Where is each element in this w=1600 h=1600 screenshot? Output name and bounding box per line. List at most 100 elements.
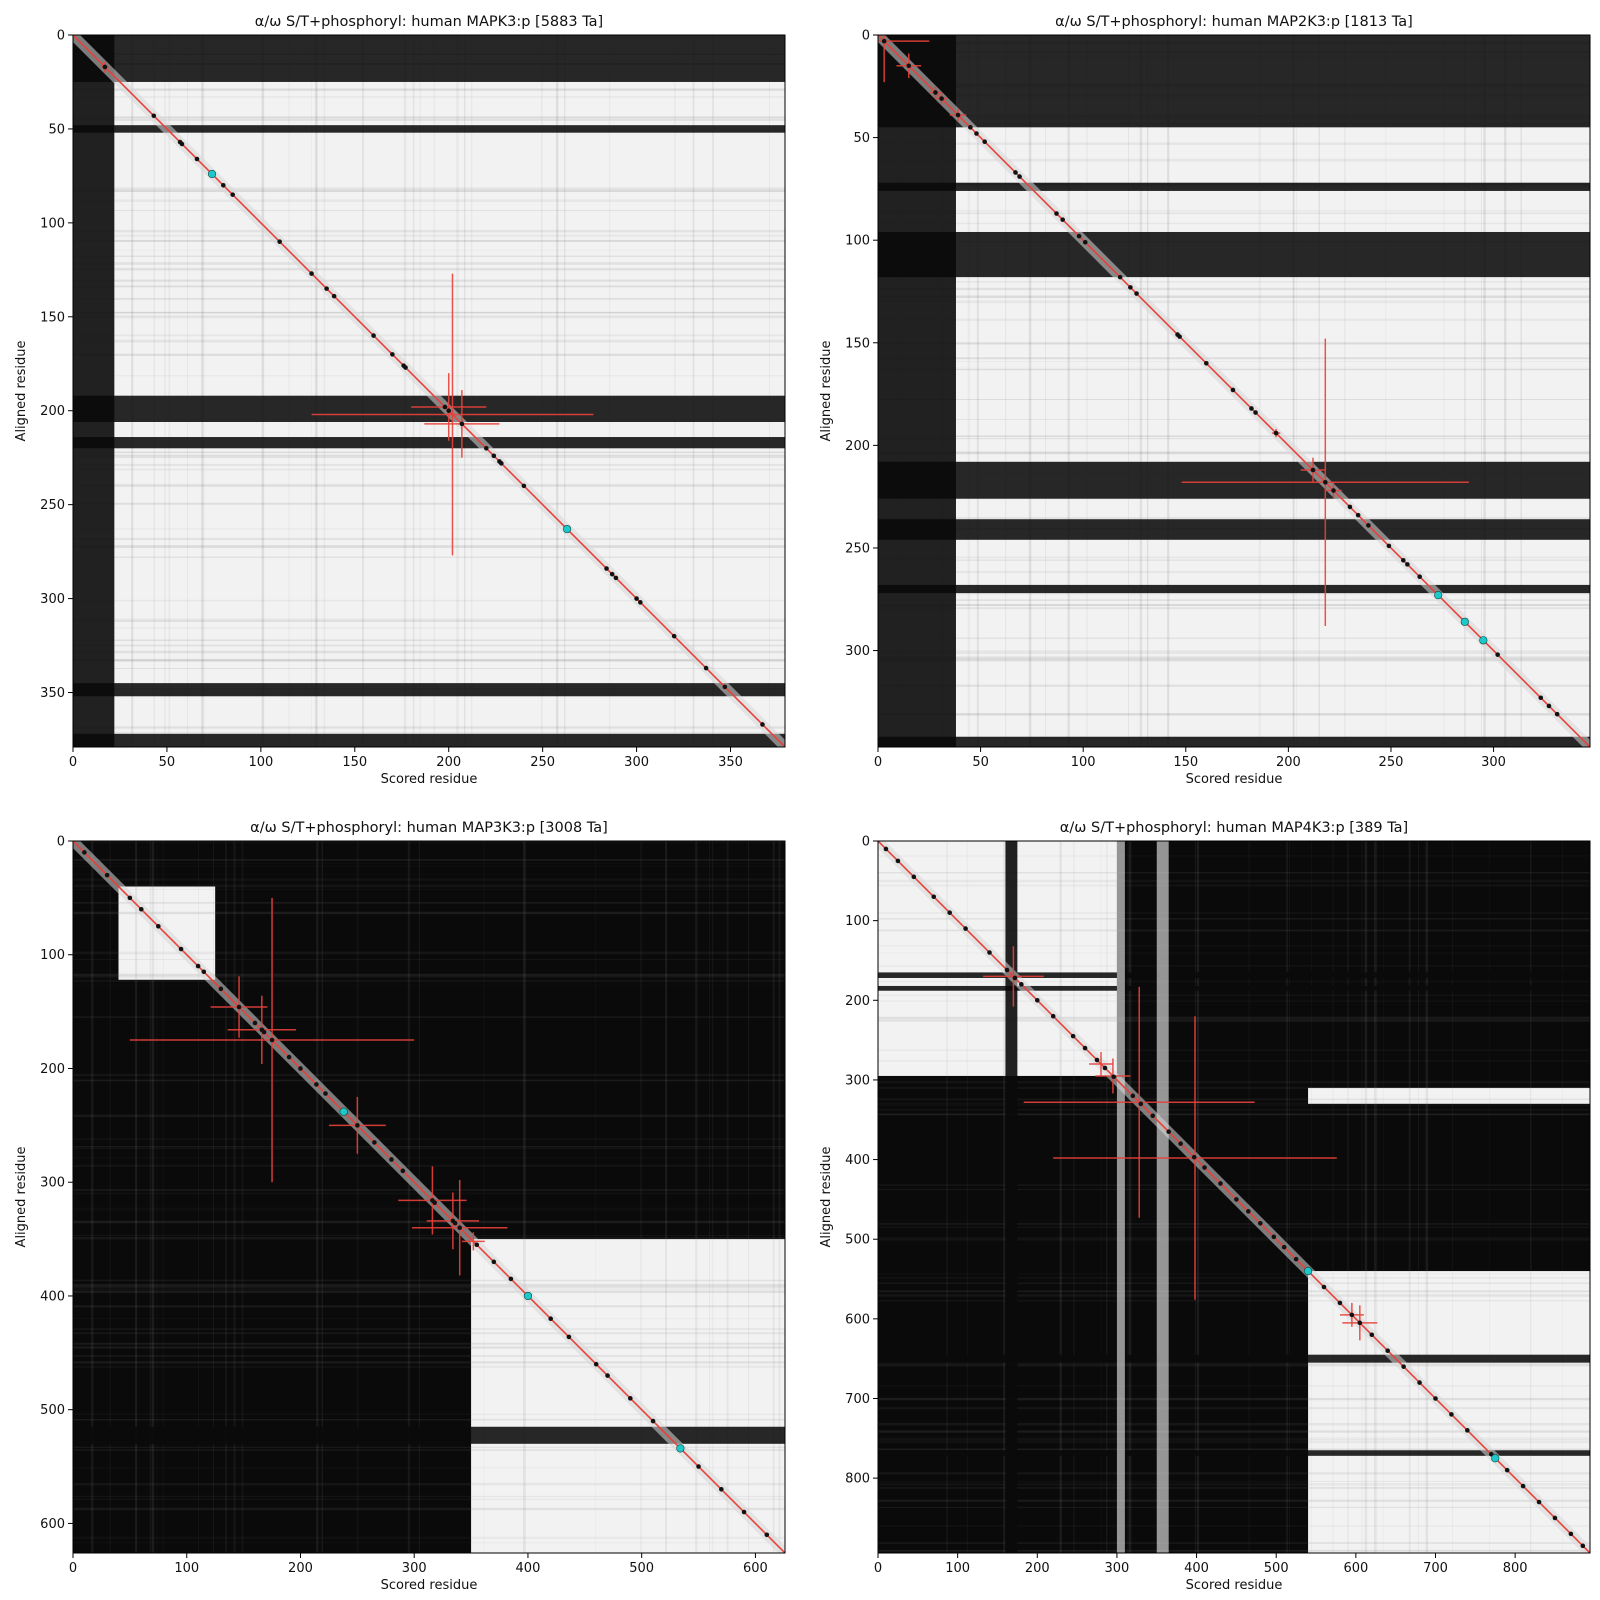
heatmap-streak <box>878 212 1590 214</box>
heatmap-streak <box>976 35 979 747</box>
heatmap-streak <box>709 841 711 1553</box>
heatmap-streak <box>1296 35 1297 747</box>
y-tick-label: 700 <box>845 1392 870 1407</box>
heatmap-streak <box>878 912 1590 914</box>
heatmap-streak <box>73 1507 785 1511</box>
heatmap-dark-row <box>878 519 1590 540</box>
site-marker <box>1580 1543 1586 1549</box>
x-tick-label: 100 <box>945 1561 970 1576</box>
plot-area <box>878 35 1590 747</box>
site-marker <box>638 600 643 605</box>
heatmap-streak <box>73 975 785 977</box>
heatmap-streak <box>878 650 1590 651</box>
heatmap-streak <box>73 311 785 314</box>
site-marker <box>1150 1113 1156 1119</box>
y-tick-label: 200 <box>40 404 65 419</box>
site-marker <box>906 63 912 69</box>
heatmap-streak <box>878 1364 1590 1367</box>
site-marker <box>178 946 184 952</box>
site-marker <box>548 1316 553 1321</box>
site-marker <box>1246 1209 1251 1214</box>
heatmap-streak <box>362 35 364 747</box>
heatmap-streak <box>878 1019 1590 1022</box>
site-marker <box>252 1020 258 1026</box>
heatmap-streak <box>878 342 1590 345</box>
heatmap-streak <box>878 952 1590 954</box>
site-marker <box>508 1276 514 1282</box>
heatmap-streak <box>878 357 1590 360</box>
heatmap-light-block <box>1308 1087 1590 1104</box>
x-tick-label: 300 <box>402 1561 427 1576</box>
heatmap-streak <box>73 1289 785 1291</box>
y-tick-label: 100 <box>845 914 870 929</box>
site-marker <box>179 141 185 147</box>
site-marker <box>1568 1531 1574 1537</box>
heatmap-streak <box>73 1542 785 1544</box>
site-marker <box>1349 1312 1355 1318</box>
heatmap-streak <box>412 35 415 747</box>
heatmap-streak <box>73 1346 785 1349</box>
x-tick-label: 150 <box>342 755 367 770</box>
heatmap-streak <box>1146 35 1149 747</box>
heatmap-streak <box>73 627 785 629</box>
heatmap-streak <box>878 592 1590 595</box>
heatmap-streak <box>419 35 421 747</box>
heatmap-streak <box>878 1236 1590 1240</box>
heatmap-streak <box>233 841 236 1553</box>
heatmap-streak <box>1452 841 1453 1553</box>
heatmap-streak <box>1100 841 1102 1553</box>
highlight-marker <box>676 1444 685 1453</box>
x-axis-label: Scored residue <box>1186 772 1283 787</box>
heatmap-streak <box>1361 841 1363 1553</box>
site-marker <box>323 1091 328 1096</box>
site-marker <box>400 1168 406 1174</box>
site-marker <box>355 1123 360 1128</box>
y-tick-label: 600 <box>40 1517 65 1532</box>
heatmap-streak <box>73 1146 785 1149</box>
diagonal-line <box>73 35 785 747</box>
heatmap-streak <box>946 841 948 1553</box>
subplot-map3k3: α/ω S/T+phosphoryl: human MAP3K3:p [3008… <box>14 820 786 1593</box>
x-tick-label: 300 <box>1105 1561 1130 1576</box>
y-tick-label: 100 <box>40 216 65 231</box>
heatmap-streak <box>1073 841 1075 1553</box>
heatmap-streak <box>73 189 785 193</box>
site-marker <box>1546 703 1552 709</box>
site-marker <box>741 1509 747 1515</box>
x-tick-label: 100 <box>174 1561 199 1576</box>
heatmap-streak <box>73 878 785 881</box>
heatmap-streak <box>73 262 785 265</box>
x-tick-label: 350 <box>718 755 743 770</box>
heatmap-streak <box>1258 35 1260 747</box>
heatmap-dark-row <box>878 1354 1590 1363</box>
site-marker <box>1310 467 1316 473</box>
heatmap-streak <box>878 1294 1590 1297</box>
heatmap-streak <box>1347 841 1349 1553</box>
site-marker <box>1060 217 1065 222</box>
highlight-marker <box>1303 1266 1313 1276</box>
heatmap-streak <box>1417 841 1419 1553</box>
site-marker <box>671 633 677 639</box>
site-marker <box>1012 975 1018 981</box>
heatmap-streak <box>73 863 785 865</box>
heatmap-streak <box>73 1342 785 1345</box>
site-marker <box>613 575 619 581</box>
heatmap-streak <box>73 973 785 976</box>
heatmap-dark-row <box>878 972 1590 978</box>
heatmap-streak <box>727 841 730 1553</box>
heatmap-streak <box>1030 35 1032 747</box>
heatmap-streak <box>73 659 785 662</box>
site-marker <box>1138 1101 1144 1107</box>
heatmap-streak <box>878 965 1590 967</box>
site-marker <box>1520 1483 1526 1489</box>
site-marker <box>1004 967 1010 973</box>
heatmap-streak <box>73 285 785 288</box>
heatmap-streak <box>878 1506 1590 1508</box>
heatmap-streak <box>878 1487 1590 1489</box>
site-marker <box>1271 1234 1277 1240</box>
heatmap-streak <box>73 88 785 91</box>
y-tick-label: 50 <box>853 131 870 146</box>
heatmap-streak <box>878 360 1590 362</box>
heatmap-streak <box>1289 841 1291 1553</box>
y-tick-label: 350 <box>40 686 65 701</box>
